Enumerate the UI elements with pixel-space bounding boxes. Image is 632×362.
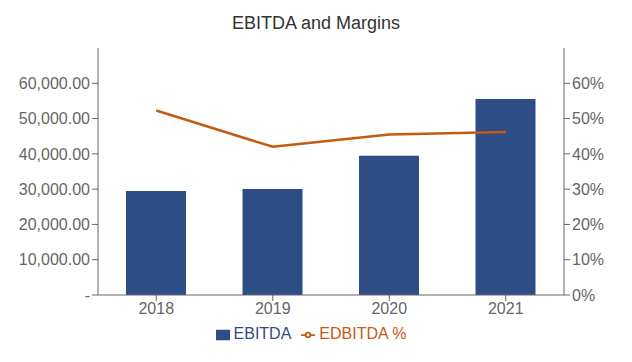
svg-text:30,000.00: 30,000.00 — [19, 181, 90, 198]
svg-text:20%: 20% — [572, 216, 604, 233]
svg-text:0%: 0% — [572, 287, 595, 304]
svg-text:50%: 50% — [572, 110, 604, 127]
svg-text:2018: 2018 — [138, 300, 174, 317]
svg-text:2020: 2020 — [371, 300, 407, 317]
svg-text:10,000.00: 10,000.00 — [19, 251, 90, 268]
svg-text:20,000.00: 20,000.00 — [19, 216, 90, 233]
html-text:EDBITDA %: EDBITDA % — [319, 325, 407, 342]
svg-text:60,000.00: 60,000.00 — [19, 75, 90, 92]
svg-text:10%: 10% — [572, 251, 604, 268]
svg-text:2019: 2019 — [255, 300, 291, 317]
svg-text:30%: 30% — [572, 181, 604, 198]
svg-text:2021: 2021 — [488, 300, 524, 317]
svg-text:40%: 40% — [572, 146, 604, 163]
html-text:EBITDA and Margins: EBITDA and Margins — [232, 13, 400, 33]
svg-text:-: - — [85, 287, 90, 304]
svg-text:50,000.00: 50,000.00 — [19, 110, 90, 127]
svg-text:40,000.00: 40,000.00 — [19, 146, 90, 163]
html-text:EBITDA: EBITDA — [233, 325, 292, 342]
svg-text:60%: 60% — [572, 75, 604, 92]
